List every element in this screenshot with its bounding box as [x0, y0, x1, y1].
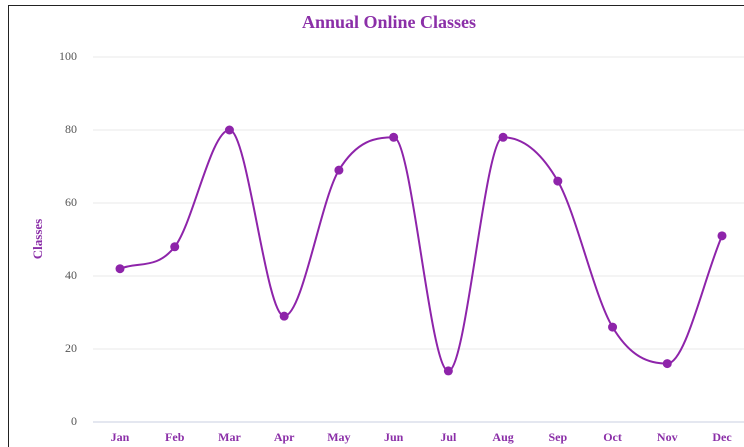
x-tick-label: Mar — [218, 430, 241, 444]
point — [170, 242, 180, 252]
y-tick-label: 80 — [65, 122, 77, 136]
x-tick-label: Sep — [548, 430, 567, 444]
y-axis-label: Classes — [30, 219, 45, 259]
y-tick-label: 0 — [71, 414, 77, 428]
point — [662, 359, 672, 369]
point — [498, 132, 508, 142]
x-tick-label: Feb — [165, 430, 185, 444]
point — [115, 264, 125, 274]
y-tick-label: 40 — [65, 268, 77, 282]
x-tick-label: Aug — [492, 430, 513, 444]
point — [443, 366, 453, 376]
chart-title: Annual Online Classes — [302, 12, 476, 32]
y-tick-label: 20 — [65, 341, 77, 355]
x-tick-label: Jul — [440, 430, 457, 444]
point — [334, 165, 344, 175]
point — [279, 311, 289, 321]
x-tick-label: Nov — [657, 430, 678, 444]
y-tick-label: 100 — [59, 49, 77, 63]
x-tick-label: Jan — [111, 430, 130, 444]
point — [717, 231, 727, 241]
chart-frame — [8, 5, 744, 447]
x-tick-label: Jun — [384, 430, 404, 444]
x-tick-label: Apr — [274, 430, 295, 444]
point — [224, 125, 234, 135]
x-tick-label: Oct — [603, 430, 622, 444]
y-tick-label: 60 — [65, 195, 77, 209]
point — [608, 322, 618, 332]
point — [553, 176, 563, 186]
x-tick-label: Dec — [712, 430, 732, 444]
point — [389, 132, 399, 142]
x-tick-label: May — [327, 430, 350, 444]
